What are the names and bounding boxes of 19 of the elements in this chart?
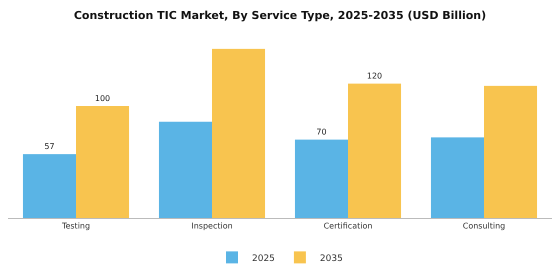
data-label: 57 — [44, 142, 55, 152]
data-label: 120 — [366, 72, 382, 81]
x-tick-label: Certification — [324, 222, 372, 231]
chart-title: Construction TIC Market, By Service Type, 2025-2035 (USD Billion) — [74, 8, 486, 22]
x-tick-label: Testing — [60, 222, 90, 231]
bar — [484, 86, 538, 218]
x-tick-label: Inspection — [191, 222, 233, 231]
legend-label: 2025 — [252, 254, 275, 264]
bar — [294, 140, 348, 218]
data-label: 100 — [94, 94, 110, 104]
bar — [76, 106, 130, 218]
data-label: 70 — [316, 128, 327, 137]
bar — [430, 137, 484, 218]
bar — [158, 122, 212, 218]
bar — [348, 84, 402, 218]
bar — [212, 48, 266, 218]
legend-label: 2035 — [320, 254, 343, 264]
bar — [22, 154, 76, 218]
x-tick-label: Consulting — [462, 222, 506, 231]
